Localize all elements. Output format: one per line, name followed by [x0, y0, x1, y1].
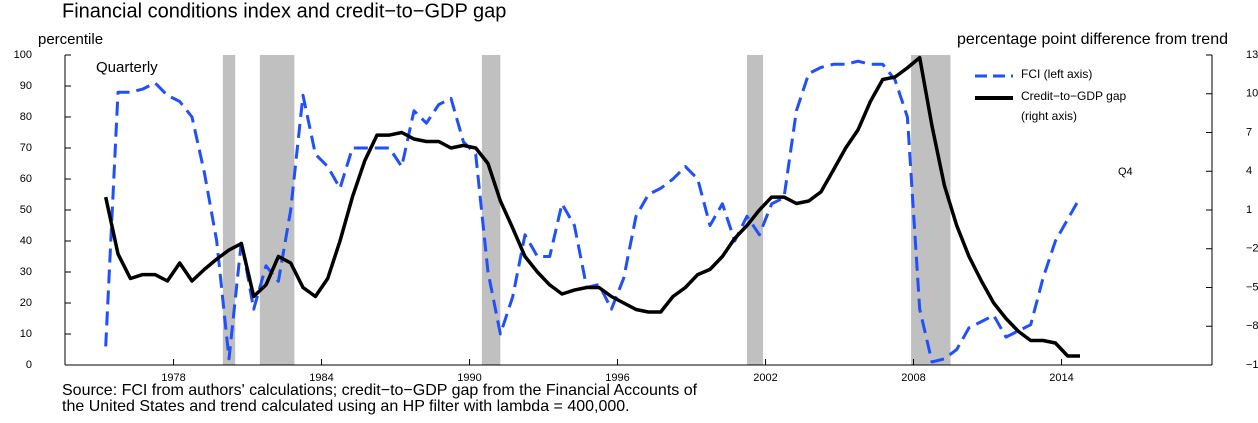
x-tick-label: 2002 — [753, 372, 777, 384]
recession-shade — [747, 55, 764, 365]
y2-tick-label: 10 — [1246, 88, 1258, 100]
y-tick-label: 80 — [20, 111, 32, 123]
annotation: Quarterly — [96, 59, 158, 76]
source-note: Source: FCI from authors' calculations; … — [62, 383, 697, 415]
x-tick-label: 1996 — [605, 372, 629, 384]
y-tick-label: 90 — [20, 80, 32, 92]
legend-swatch — [975, 96, 1013, 100]
y-tick-label: 60 — [20, 173, 32, 185]
legend-entry: Credit−to−GDP gap (right axis) — [975, 89, 1131, 126]
legend-swatch — [975, 74, 1013, 78]
legend-entry: FCI (left axis) — [975, 67, 1131, 84]
recession-shade — [259, 55, 295, 365]
y2-tick-label: −2 — [1246, 243, 1258, 255]
y2-tick-label: −5 — [1246, 281, 1258, 293]
recession-shade — [911, 55, 951, 365]
y-tick-label: 40 — [20, 235, 32, 247]
y-tick-label: 50 — [20, 204, 32, 216]
y-tick-label: 10 — [20, 328, 32, 340]
recession-shade — [222, 55, 236, 365]
y-tick-label: 70 — [20, 142, 32, 154]
y-tick-label: 0 — [26, 359, 32, 371]
source-line: the United States and trend calculated u… — [62, 398, 630, 415]
legend-label: Credit−to−GDP gap (right axis) — [1021, 89, 1127, 123]
y2-tick-label: −8 — [1246, 320, 1258, 332]
chart-title: Financial conditions index and credit−to… — [62, 0, 506, 22]
y-axis-label: percentile — [38, 31, 103, 48]
x-tick-label: 2008 — [901, 372, 925, 384]
x-tick-label: 1978 — [161, 372, 185, 384]
x-tick-label: 1984 — [309, 372, 333, 384]
source-line: Source: FCI from authors' calculations; … — [62, 382, 698, 399]
y2-tick-label: 1 — [1246, 204, 1252, 216]
series-line — [103, 55, 1080, 358]
annotation: Q4 — [1118, 166, 1133, 178]
y2-tick-label: −11 — [1246, 359, 1258, 371]
y-tick-label: 100 — [14, 49, 32, 61]
x-tick-label: 2014 — [1049, 372, 1073, 384]
y-tick-label: 20 — [20, 297, 32, 309]
y2-tick-label: 4 — [1246, 165, 1252, 177]
legend: FCI (left axis) Credit−to−GDP gap (right … — [975, 67, 1131, 132]
y2-tick-label: 13 — [1246, 49, 1258, 61]
y2-axis-label: percentage point difference from trend — [957, 31, 1228, 48]
y2-tick-label: 7 — [1246, 126, 1252, 138]
recession-shade — [481, 55, 501, 365]
legend-label: FCI (left axis) — [1021, 67, 1093, 81]
y-tick-label: 30 — [20, 266, 32, 278]
x-tick-label: 1990 — [457, 372, 481, 384]
